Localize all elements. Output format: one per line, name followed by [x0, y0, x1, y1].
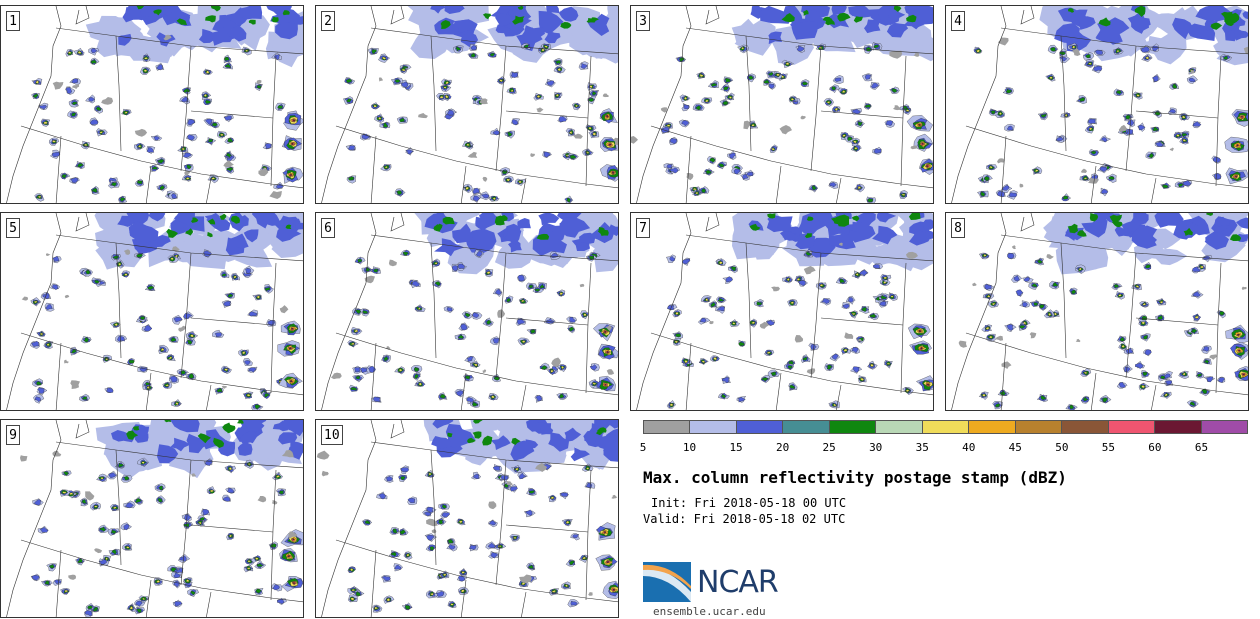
- colorbar-segment: [644, 421, 691, 433]
- reflectivity-map: [6, 6, 303, 203]
- colorbar-segment: [1108, 421, 1156, 433]
- panel-number: 7: [636, 218, 650, 238]
- colorbar-tick: 10: [682, 441, 697, 454]
- postage-stamp-panel: 10: [315, 419, 619, 618]
- postage-stamp-panel: 6: [315, 212, 619, 411]
- colorbar-segment: [969, 421, 1016, 433]
- colorbar-segment: [922, 421, 970, 433]
- colorbar-tick: 35: [915, 441, 929, 454]
- ncar-logo-icon: [643, 562, 691, 602]
- colorbar-tick: 30: [869, 441, 883, 454]
- postage-stamp-panel: 8: [945, 212, 1249, 411]
- reflectivity-map: [951, 213, 1248, 410]
- init-time: Init: Fri 2018-05-18 00 UTC: [651, 496, 847, 510]
- postage-stamp-panel: 4: [945, 5, 1249, 204]
- colorbar-tick: 15: [729, 441, 743, 454]
- colorbar-segment: [736, 421, 784, 433]
- panel-number: 2: [321, 11, 335, 31]
- postage-stamp-panel: 3: [630, 5, 934, 204]
- panel-number: 1: [6, 11, 20, 31]
- plot-title: Max. column reflectivity postage stamp (…: [643, 468, 1067, 487]
- colorbar-segment: [876, 421, 923, 433]
- colorbar-segment: [1062, 421, 1109, 433]
- panel-number: 3: [636, 11, 650, 31]
- reflectivity-map: [321, 213, 618, 410]
- colorbar-tick-labels: 5 10 15 20 25 30 35 40 45 50 55 60 65: [639, 441, 1248, 455]
- ncar-url: ensemble.ucar.edu: [653, 605, 766, 618]
- postage-stamp-panel: 2: [315, 5, 619, 204]
- reflectivity-map: [636, 213, 933, 410]
- postage-stamp-panel: 5: [0, 212, 304, 411]
- reflectivity-map: [6, 213, 303, 410]
- colorbar-tick: 60: [1148, 441, 1162, 454]
- colorbar-segment: [829, 421, 877, 433]
- panel-number: 9: [6, 425, 20, 445]
- colorbar-segment: [783, 421, 830, 433]
- reflectivity-colorbar: [643, 420, 1248, 434]
- panel-number: 4: [951, 11, 965, 31]
- colorbar-tick: 65: [1194, 441, 1209, 454]
- colorbar-tick: 55: [1101, 441, 1115, 454]
- postage-stamp-panel: 9: [0, 419, 304, 618]
- panel-number: 5: [6, 218, 20, 238]
- reflectivity-map: [6, 420, 303, 617]
- reflectivity-map: [631, 6, 933, 203]
- reflectivity-map: [316, 420, 618, 617]
- colorbar-tick: 50: [1055, 441, 1069, 454]
- colorbar-segment: [1201, 421, 1248, 433]
- colorbar-segment: [1015, 421, 1063, 433]
- colorbar-tick: 40: [962, 441, 976, 454]
- panel-number: 8: [951, 218, 965, 238]
- panel-number: 6: [321, 218, 335, 238]
- colorbar-segment: [690, 421, 737, 433]
- colorbar-tick: 45: [1008, 441, 1022, 454]
- postage-stamp-panel: 7: [630, 212, 934, 411]
- colorbar-segment: [1155, 421, 1202, 433]
- colorbar-tick: 20: [775, 441, 790, 454]
- panel-number: 10: [321, 425, 343, 445]
- reflectivity-map: [321, 6, 618, 203]
- colorbar-tick: 25: [822, 441, 836, 454]
- colorbar-tick: 5: [639, 441, 647, 454]
- postage-stamp-panel: 1: [0, 5, 304, 204]
- reflectivity-map: [951, 6, 1248, 203]
- valid-time: Valid: Fri 2018-05-18 02 UTC: [643, 512, 846, 526]
- ncar-logo-text: NCAR: [697, 565, 779, 600]
